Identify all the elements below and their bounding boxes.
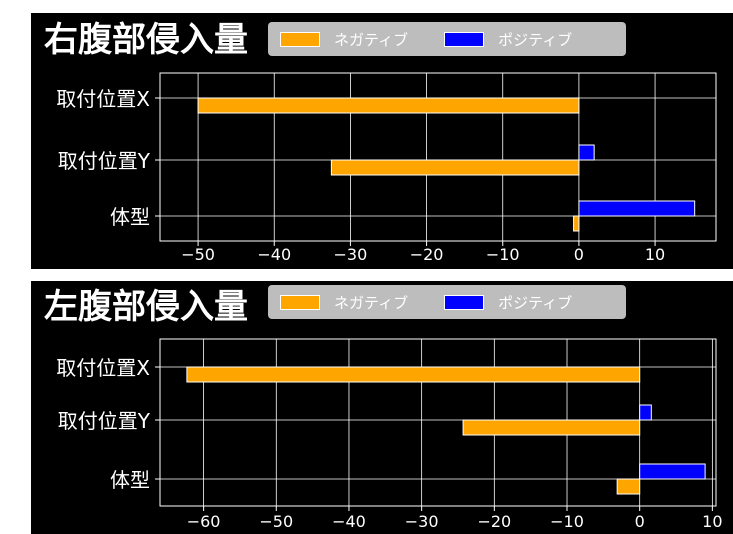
x-tick-label: −20 xyxy=(410,245,444,264)
y-category-label: 取付位置Y xyxy=(58,149,151,173)
legend-item-negative: ネガティブ xyxy=(280,292,408,313)
bar-negative xyxy=(573,215,580,232)
bar-negative xyxy=(197,97,580,114)
legend-swatch-positive xyxy=(444,294,485,310)
legend-item-positive: ポジティブ xyxy=(444,29,572,50)
chart-title-left: 左腹部侵入量 xyxy=(44,287,248,327)
legend-label-negative: ネガティブ xyxy=(334,293,409,312)
chart-title-right: 右腹部侵入量 xyxy=(44,20,248,60)
y-category-label: 取付位置X xyxy=(56,87,150,111)
bar-positive xyxy=(578,200,696,217)
legend-label-negative: ネガティブ xyxy=(334,30,409,49)
x-tick-label: 0 xyxy=(574,245,584,264)
legend-item-positive: ポジティブ xyxy=(444,292,572,313)
x-tick-label: −30 xyxy=(334,245,368,264)
legend-swatch-negative xyxy=(280,31,320,47)
plot-frame xyxy=(159,72,717,242)
bar-negative xyxy=(330,159,580,176)
y-category-label: 体型 xyxy=(110,205,150,229)
x-tick-label: −10 xyxy=(486,245,520,264)
legend-label-positive: ポジティブ xyxy=(498,293,573,312)
legend-right: ネガティブ ポジティブ xyxy=(268,22,626,56)
bar-positive xyxy=(578,144,595,161)
x-tick-label: 10 xyxy=(645,245,665,264)
legend-label-positive: ポジティブ xyxy=(498,30,573,49)
x-tick-label: −40 xyxy=(257,245,291,264)
legend-swatch-negative xyxy=(280,294,320,310)
x-tick-label: −50 xyxy=(181,245,215,264)
legend-left: ネガティブ ポジティブ xyxy=(268,285,626,319)
legend-swatch-positive xyxy=(444,31,485,47)
legend-item-negative: ネガティブ xyxy=(280,29,408,50)
